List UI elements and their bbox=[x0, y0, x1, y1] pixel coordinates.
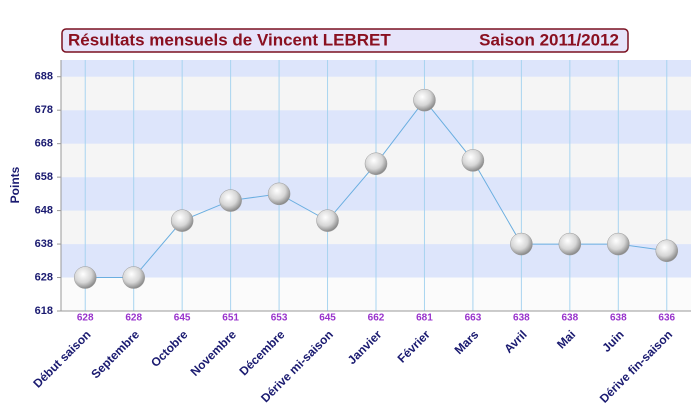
value-label: 628 bbox=[77, 313, 94, 324]
value-label: 638 bbox=[513, 313, 530, 324]
y-tick-label: 668 bbox=[35, 138, 53, 150]
title-box bbox=[61, 28, 629, 53]
point bbox=[413, 88, 436, 112]
value-label: 638 bbox=[610, 313, 627, 324]
x-tick-label: Octobre bbox=[148, 327, 191, 370]
point bbox=[73, 266, 97, 289]
y-tick-label: 618 bbox=[35, 305, 53, 317]
x-tick-label: Janvier bbox=[345, 327, 385, 367]
point bbox=[219, 189, 242, 212]
point bbox=[122, 266, 145, 289]
value-label: 638 bbox=[562, 313, 579, 324]
x-tick-label: Février bbox=[395, 327, 433, 365]
value-label: 651 bbox=[222, 313, 239, 324]
x-tick-label: Juin bbox=[599, 327, 626, 354]
x-tick-label: Septembre bbox=[88, 327, 142, 381]
chart-title: Résultats mensuels de Vincent LEBRET bbox=[68, 30, 391, 49]
point bbox=[316, 209, 339, 232]
point bbox=[364, 152, 388, 175]
y-tick-label: 688 bbox=[35, 71, 53, 83]
value-label: 662 bbox=[368, 313, 385, 324]
y-axis-label: Points bbox=[8, 166, 22, 203]
point bbox=[607, 232, 630, 256]
y-tick-label: 638 bbox=[35, 238, 53, 250]
y-tick-label: 658 bbox=[35, 171, 53, 183]
point bbox=[655, 239, 679, 263]
value-label: 653 bbox=[271, 313, 288, 324]
point bbox=[510, 232, 533, 256]
x-tick-label: Mai bbox=[554, 327, 578, 351]
point bbox=[461, 149, 485, 172]
value-label: 636 bbox=[658, 313, 675, 324]
y-tick-label: 648 bbox=[35, 205, 53, 217]
y-tick-label: 628 bbox=[35, 271, 53, 283]
y-tick-label: 678 bbox=[35, 104, 53, 116]
x-tick-label: Novembre bbox=[188, 327, 240, 379]
point bbox=[170, 209, 194, 232]
value-label: 645 bbox=[319, 313, 336, 324]
value-label: 628 bbox=[125, 313, 142, 324]
value-label: 681 bbox=[416, 313, 433, 324]
point bbox=[558, 232, 582, 256]
chart-subtitle: Saison 2011/2012 bbox=[479, 30, 619, 49]
x-tick-label: Mars bbox=[452, 327, 482, 357]
point bbox=[267, 182, 291, 206]
x-tick-label: Début saison bbox=[30, 327, 93, 390]
x-tick-label: Décembre bbox=[237, 327, 288, 378]
value-label: 645 bbox=[174, 313, 191, 324]
x-tick-label: Avril bbox=[501, 327, 529, 355]
value-label: 663 bbox=[465, 313, 482, 324]
